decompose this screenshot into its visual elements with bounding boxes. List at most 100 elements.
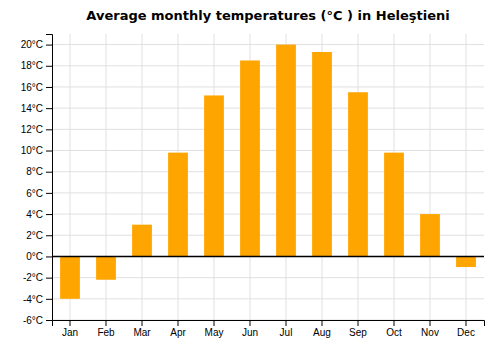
y-tick-label: 10°C (21, 145, 43, 156)
y-tick: 14°C (21, 103, 52, 114)
y-grid-line (52, 214, 484, 215)
y-tick-label: -6°C (23, 315, 43, 326)
x-tick-label: Jul (280, 327, 293, 338)
y-grid-line (52, 256, 484, 257)
x-tick-label: Aug (313, 327, 331, 338)
x-tick: Jul (280, 320, 293, 338)
chart-svg: -6°C -4°C -2°C 0°C 2°C 4°C 6°C 8°C 10°C 12°C 14°C 1… (0, 0, 500, 350)
y-tick: 12°C (21, 124, 52, 135)
y-tick-mark (46, 151, 52, 152)
x-tick-label: Oct (386, 327, 402, 338)
chart-container: -6°C -4°C -2°C 0°C 2°C 4°C 6°C 8°C 10°C 12°C 14°C 1… (0, 0, 500, 350)
grid (52, 34, 484, 320)
y-tick-mark (46, 87, 52, 88)
bar (204, 95, 224, 256)
y-tick-label: -4°C (23, 294, 43, 305)
y-tick-mark (46, 256, 52, 257)
bar (384, 153, 404, 257)
y-tick: 4°C (26, 209, 52, 220)
y-tick-mark (46, 172, 52, 173)
x-tick: Apr (170, 320, 186, 338)
y-tick-label: 16°C (21, 82, 43, 93)
y-tick: 0°C (26, 251, 52, 262)
x-tick-mark (178, 320, 179, 326)
y-tick-label: 18°C (21, 60, 43, 71)
y-tick: -2°C (23, 272, 52, 283)
y-tick-label: 20°C (21, 39, 43, 50)
y-grid-line (52, 44, 484, 45)
x-grid-line (466, 34, 467, 320)
x-tick-label: May (205, 327, 224, 338)
title: Average monthly temperatures (°C ) in He… (86, 8, 449, 23)
y-tick: 10°C (21, 145, 52, 156)
y-tick: -6°C (23, 315, 52, 326)
x-tick-label: Mar (133, 327, 151, 338)
zero-line (52, 256, 484, 258)
x-tick: Jun (242, 320, 258, 338)
y-grid-line (52, 298, 484, 299)
bar (96, 256, 116, 279)
x-axis-line (53, 321, 485, 327)
x-tick: May (205, 320, 224, 338)
x-tick: Oct (386, 320, 402, 338)
x-tick: Jan (62, 320, 78, 338)
y-grid-line (52, 108, 484, 109)
x-grid-line (142, 34, 143, 320)
x-tick: Sep (349, 320, 367, 338)
y-tick-label: 12°C (21, 124, 43, 135)
y-tick-label: 8°C (26, 166, 43, 177)
y-tick-mark (46, 193, 52, 194)
plot: -6°C -4°C -2°C 0°C 2°C 4°C 6°C 8°C 10°C 12°C 14°C 1… (21, 34, 485, 338)
x-tick: Aug (313, 320, 331, 338)
y-axis-line (46, 35, 53, 321)
y-tick-mark (46, 108, 52, 109)
bar (60, 256, 80, 298)
bar (348, 92, 368, 256)
x-tick-label: Nov (421, 327, 439, 338)
y-tick-label: -2°C (23, 272, 43, 283)
y-tick-mark (46, 299, 52, 300)
x-tick-label: Dec (457, 327, 475, 338)
y-tick: 16°C (21, 82, 52, 93)
y-grid-line (52, 235, 484, 236)
x-tick-mark (394, 320, 395, 326)
x-tick-label: Sep (349, 327, 367, 338)
x-tick-mark (214, 320, 215, 326)
bar (168, 153, 188, 257)
y-grid-line (52, 192, 484, 193)
y-tick-mark (46, 278, 52, 279)
x-tick-mark (430, 320, 431, 326)
x-tick-mark (466, 320, 467, 326)
x-grid-line (430, 34, 431, 320)
y-tick-label: 2°C (26, 230, 43, 241)
y-tick-mark (46, 66, 52, 67)
y-tick-mark (46, 129, 52, 130)
y-tick-label: 4°C (26, 209, 43, 220)
y-grid-line (52, 277, 484, 278)
x-tick-mark (358, 320, 359, 326)
x-tick-mark (106, 320, 107, 326)
y-tick-mark (46, 214, 52, 215)
y-tick-mark (46, 320, 52, 321)
x-tick-mark (142, 320, 143, 326)
x-tick-mark (250, 320, 251, 326)
x-tick-mark (286, 320, 287, 326)
x-tick-mark (70, 320, 71, 326)
bar (132, 225, 152, 257)
y-grid-line (52, 129, 484, 130)
y-tick: 20°C (21, 39, 52, 50)
x-tick-label: Jan (62, 327, 78, 338)
bar (312, 52, 332, 256)
x-axis: JanFebMarAprMayJunJulAugSepOctNovDec (53, 320, 485, 338)
x-tick: Mar (133, 320, 151, 338)
y-grid-line (52, 86, 484, 87)
y-tick-label: 6°C (26, 188, 43, 199)
bar (456, 256, 476, 267)
y-axis: -6°C -4°C -2°C 0°C 2°C 4°C 6°C 8°C 10°C 12°C 14°C 1… (21, 35, 53, 326)
bar (240, 60, 260, 256)
y-grid-line (52, 150, 484, 151)
x-tick-label: Apr (170, 327, 186, 338)
y-tick: 18°C (21, 60, 52, 71)
y-grid-line (52, 65, 484, 66)
y-tick: 2°C (26, 230, 52, 241)
